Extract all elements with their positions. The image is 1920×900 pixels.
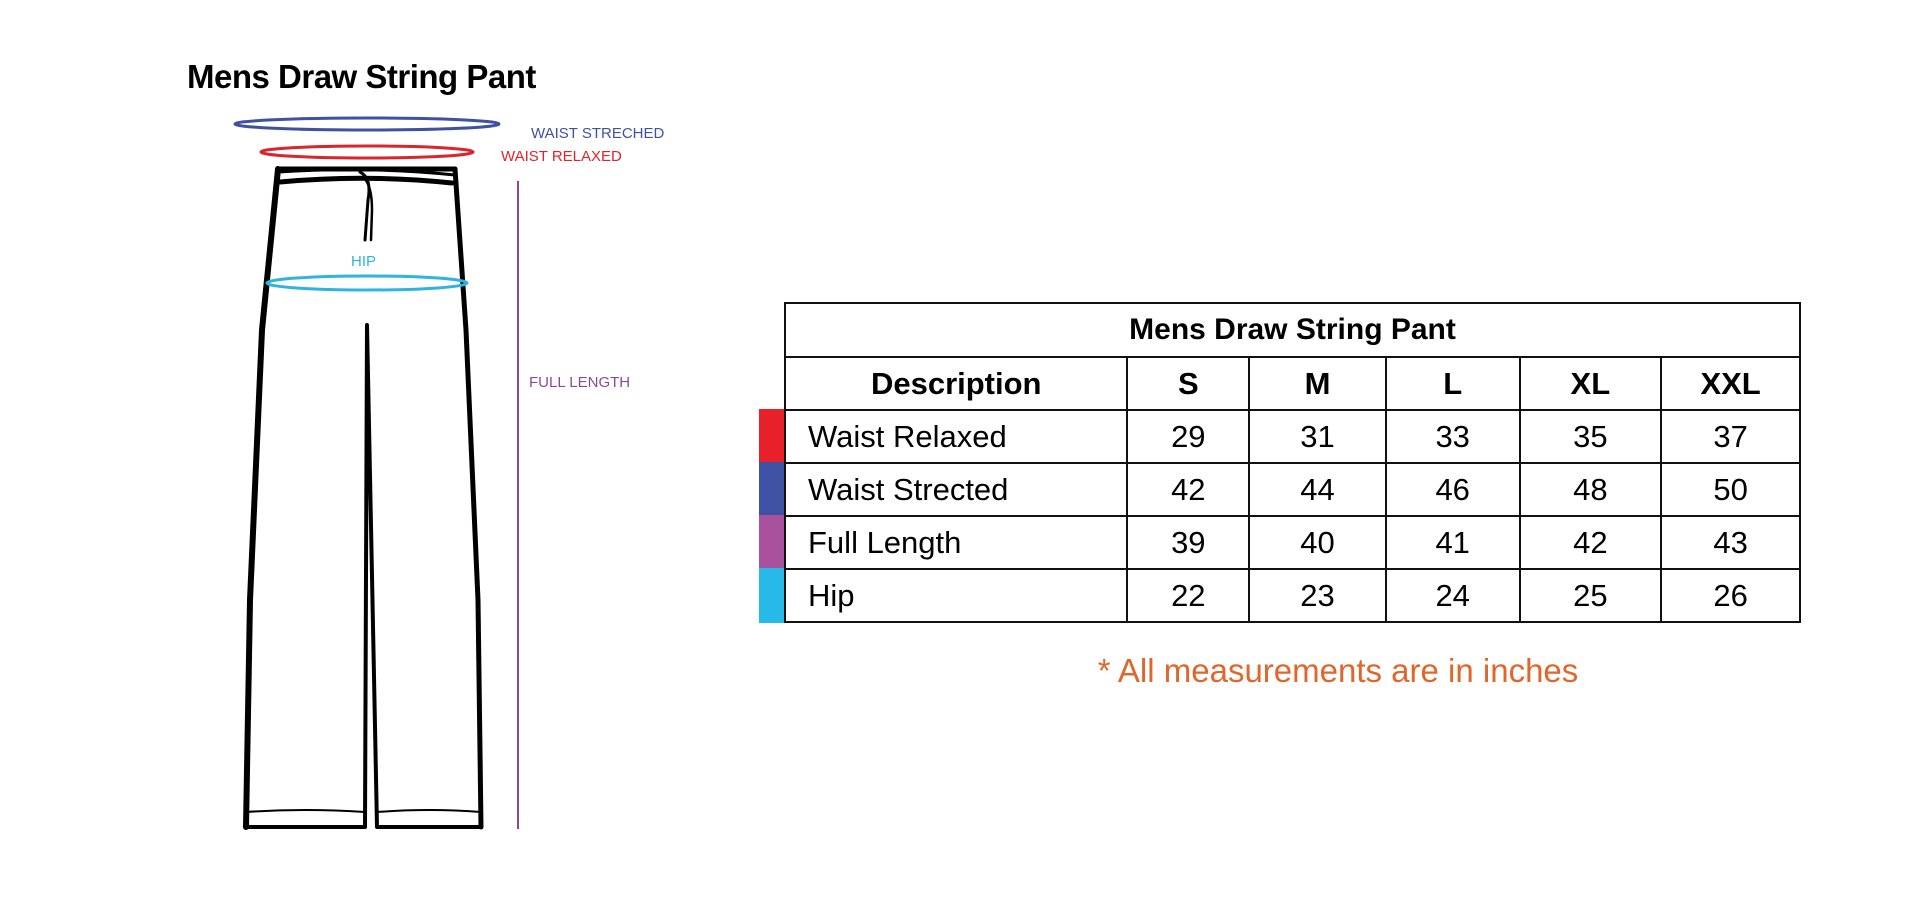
pant-outline — [243, 166, 484, 830]
table-cell: 39 — [1126, 515, 1251, 570]
table-cell: 44 — [1248, 462, 1387, 517]
table-cell: 22 — [1126, 568, 1251, 623]
column-header: XXL — [1660, 356, 1801, 411]
column-header: M — [1248, 356, 1387, 411]
table-cell: 35 — [1518, 409, 1663, 464]
table-cell: 33 — [1384, 409, 1521, 464]
full-length-label: FULL LENGTH — [529, 374, 631, 391]
row-label: Full Length — [759, 515, 1129, 570]
footnote: * All measurements are in inches — [1097, 652, 1579, 689]
hip-label: HIP — [351, 253, 377, 270]
waist-relaxed-ellipse — [259, 144, 475, 160]
table-cell: 40 — [1248, 515, 1387, 570]
row-label-text: Waist Relaxed — [808, 418, 1007, 454]
diagram-title: Mens Draw String Pant — [187, 58, 536, 95]
table-cell: 43 — [1660, 515, 1801, 570]
table-cell: 23 — [1248, 568, 1387, 623]
table-cell: 42 — [1518, 515, 1663, 570]
table-row: Waist Strected 42 44 46 48 50 — [759, 462, 1801, 517]
column-header: L — [1384, 356, 1521, 411]
table-cell: 26 — [1660, 568, 1801, 623]
row-label-text: Hip — [808, 577, 855, 613]
row-label: Hip — [759, 568, 1129, 623]
table-cell: 37 — [1660, 409, 1801, 464]
table-row: Waist Relaxed 29 31 33 35 37 — [759, 409, 1801, 464]
column-header: XL — [1518, 356, 1663, 411]
column-header: Description — [783, 356, 1129, 411]
table-cell: 24 — [1384, 568, 1521, 623]
column-header: S — [1126, 356, 1251, 411]
waist-relaxed-label: WAIST RELAXED — [501, 148, 622, 165]
table-cell: 50 — [1660, 462, 1801, 517]
table-cell: 46 — [1384, 462, 1521, 517]
hip-ellipse — [265, 274, 469, 292]
row-label: Waist Relaxed — [759, 409, 1129, 464]
table-cell: 31 — [1248, 409, 1387, 464]
table-cell: 29 — [1126, 409, 1251, 464]
waist-stretched-label: WAIST STRECHED — [531, 125, 665, 142]
table-row: Full Length 39 40 41 42 43 — [759, 515, 1801, 570]
row-color-swatch — [759, 568, 784, 623]
row-color-swatch — [759, 462, 784, 517]
table-row: Hip 22 23 24 25 26 — [759, 568, 1801, 623]
row-label: Waist Strected — [759, 462, 1129, 517]
table-cell: 48 — [1518, 462, 1663, 517]
table-header-row: Description S M L XL XXL — [783, 356, 1801, 411]
row-label-text: Full Length — [808, 524, 962, 560]
row-label-text: Waist Strected — [808, 471, 1009, 507]
table-cell: 42 — [1126, 462, 1251, 517]
table-title: Mens Draw String Pant — [784, 302, 1801, 358]
row-color-swatch — [759, 409, 784, 464]
waist-stretched-ellipse — [233, 116, 501, 132]
row-color-swatch — [759, 515, 784, 570]
size-chart-table: Mens Draw String Pant Description S M L … — [759, 302, 1801, 623]
table-cell: 25 — [1518, 568, 1663, 623]
table-cell: 41 — [1384, 515, 1521, 570]
